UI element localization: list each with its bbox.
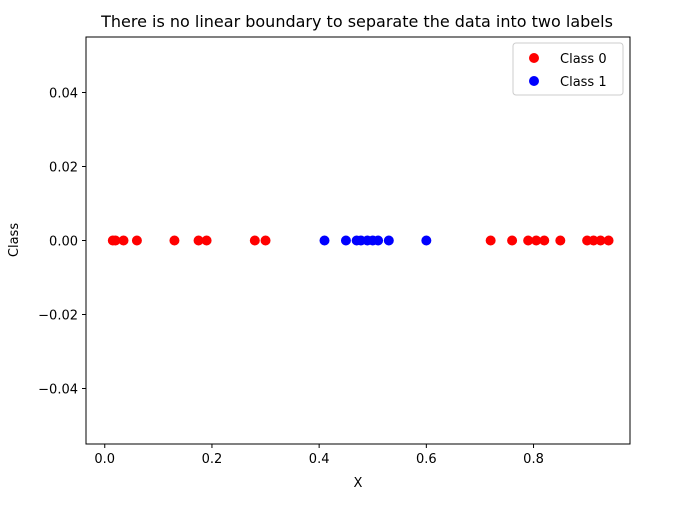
- data-point-class-0: [588, 235, 599, 246]
- legend-label-class-1: Class 1: [560, 75, 607, 90]
- legend-marker-class-0: [529, 53, 539, 63]
- x-axis-ticks: 0.0 0.2 0.4 0.6 0.8: [94, 444, 544, 467]
- legend-label-class-0: Class 0: [560, 52, 607, 67]
- data-point-class-0: [201, 235, 212, 246]
- x-tick-label: 0.0: [94, 452, 115, 467]
- y-axis-ticks: 0.04 0.02 0.00 −0.02 −0.04: [38, 87, 86, 398]
- x-tick-label: 0.6: [416, 452, 437, 467]
- x-tick-label: 0.4: [309, 452, 330, 467]
- data-point-class-0: [603, 235, 614, 246]
- data-point-class-0: [131, 235, 142, 246]
- data-point-class-0: [169, 235, 180, 246]
- y-tick-label: −0.02: [38, 309, 78, 324]
- data-point-class-1: [383, 235, 394, 246]
- data-point-class-0: [595, 235, 606, 246]
- data-point-class-0: [110, 235, 121, 246]
- data-point-class-0: [193, 235, 204, 246]
- legend-box: [512, 42, 624, 96]
- data-point-class-0: [260, 235, 271, 246]
- y-tick-label: 0.02: [49, 161, 78, 176]
- data-point-class-0: [539, 235, 550, 246]
- y-tick-label: 0.00: [49, 235, 78, 250]
- data-point-class-1: [340, 235, 351, 246]
- y-axis-label: Class: [7, 223, 22, 257]
- data-point-class-0: [507, 235, 518, 246]
- data-point-class-0: [485, 235, 496, 246]
- data-point-class-0: [523, 235, 534, 246]
- data-point-class-1: [421, 235, 432, 246]
- data-point-class-0: [118, 235, 129, 246]
- legend: Class 0 Class 1: [512, 42, 624, 96]
- x-tick-label: 0.2: [202, 452, 223, 467]
- data-point-class-1: [319, 235, 330, 246]
- data-point-class-0: [531, 235, 542, 246]
- data-point-class-1: [373, 235, 384, 246]
- data-points: [107, 235, 614, 246]
- data-point-class-0: [249, 235, 260, 246]
- y-tick-label: −0.04: [38, 383, 78, 398]
- chart-title: There is no linear boundary to separate …: [100, 12, 613, 31]
- y-tick-label: 0.04: [49, 87, 78, 102]
- x-axis-label: X: [354, 476, 363, 491]
- data-point-class-0: [555, 235, 566, 246]
- legend-marker-class-1: [529, 76, 539, 86]
- x-tick-label: 0.8: [523, 452, 544, 467]
